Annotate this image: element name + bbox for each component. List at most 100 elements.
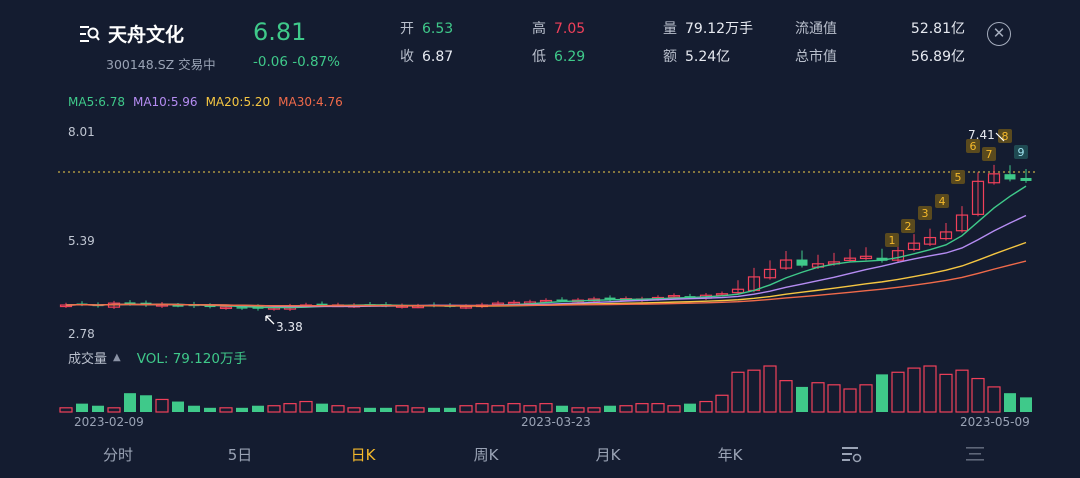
volume-bar [539,403,553,413]
volume-bar [299,400,313,413]
volume-bar [955,369,969,413]
min-price-label: 3.38 [276,320,303,334]
date-start: 2023-02-09 [74,415,144,429]
tab-monthly-k[interactable]: 月K [595,446,621,464]
volume-bar [507,403,521,413]
candle-body [923,236,937,245]
ma-legend: MA5:6.78 MA10:5.96 MA20:5.20 MA30:4.76 [68,95,343,109]
ma30-label: MA30:4.76 [278,95,343,109]
tab-daily-k[interactable]: 日K [350,446,376,464]
volume-bar [331,405,345,413]
stat-open: 开 6.53 [400,21,454,37]
ma20-label: MA20:5.20 [205,95,271,109]
stat-volume: 量 79.12万手 [663,21,754,37]
volume-bar [140,395,152,412]
volume-bar [283,403,297,413]
volume-bar [172,401,184,412]
volume-bar [236,407,248,412]
td-badge-number: 7 [986,148,993,161]
volume-bar [475,403,489,413]
volume-bar [779,380,793,413]
volume-bar [971,377,985,413]
td-badge-number: 4 [939,195,946,208]
candle-body [667,295,681,298]
volume-bar [859,384,873,413]
ma30-line [65,260,1027,307]
candle-body [779,259,793,269]
tab-5day[interactable]: 5日 [227,446,253,464]
volume-bar [124,393,136,412]
volume-bar [92,405,104,412]
volume-label: 成交量 [68,351,108,367]
search-menu-icon[interactable] [80,25,100,43]
candle-body [763,268,777,279]
volume-bar [188,405,200,412]
td-badge-number: 8 [1002,130,1009,143]
td-badge-number: 1 [889,234,896,247]
volume-bar [491,405,505,413]
candle-body [843,257,857,262]
candle-body [236,307,248,309]
volume-bar [395,405,409,413]
td-badge [966,139,980,153]
volume-bar [587,407,601,413]
volume-bar [459,405,473,413]
current-price: 6.81 [253,18,307,46]
candle-body [731,288,745,294]
candle-body [955,214,969,232]
td-badge [918,206,932,220]
volume-bar [444,407,456,412]
volume-bar [747,369,761,413]
tab-weekly-k[interactable]: 周K [473,446,499,464]
stat-low: 低 6.29 [532,49,586,65]
date-middle: 2023-03-23 [521,415,591,429]
candle-body [172,305,184,307]
volume-bar [571,407,585,413]
price-change: -0.06 -0.87% [253,54,340,70]
candle-body [316,303,328,306]
ma5-line [65,185,1027,309]
td-badge-number: 6 [970,140,977,153]
min-price-arrow-icon [265,315,275,325]
td-badge [885,233,899,247]
volume-bar [763,365,777,413]
volume-bar [635,403,649,413]
stat-prev-close: 收 6.87 [400,49,454,65]
stock-name: 天舟文化 [108,24,185,46]
volume-bar [76,403,88,412]
td-badge-number: 2 [905,220,912,233]
volume-bar [876,374,888,412]
y-axis-low: 2.78 [68,327,95,341]
tab-timeshare[interactable]: 分时 [102,446,134,464]
td-badge-number: 9 [1018,146,1025,159]
close-icon[interactable]: ✕ [987,22,1011,46]
indicator-settings-icon[interactable] [842,446,862,468]
volume-bar [891,371,905,413]
volume-bar [827,384,841,413]
candle-body [939,231,953,240]
stat-high: 高 7.05 [532,21,586,37]
volume-header[interactable]: 成交量 ▲ VOL: 79.120万手 [68,347,247,367]
volume-bar [651,403,665,413]
menu-lines-icon[interactable] [966,446,984,466]
stat-float-value: 流通值 52.81亿 [795,21,965,37]
volume-bar [107,407,121,413]
date-end: 2023-05-09 [960,415,1030,429]
candle-body [987,173,1001,184]
tab-yearly-k[interactable]: 年K [717,446,743,464]
candle-body [219,306,233,309]
volume-bar [619,405,633,413]
volume-bar [796,386,808,412]
volume-bar [715,394,729,413]
volume-bar [556,405,568,412]
td-badge [982,147,996,161]
volume-bar [811,382,825,413]
ma-lines [65,185,1027,309]
triangle-up-icon[interactable]: ▲ [113,351,121,363]
volume-bar [923,365,937,413]
stat-market-cap: 总市值 56.89亿 [795,49,965,65]
volume-bar [59,407,73,413]
volume-bar [252,405,264,412]
